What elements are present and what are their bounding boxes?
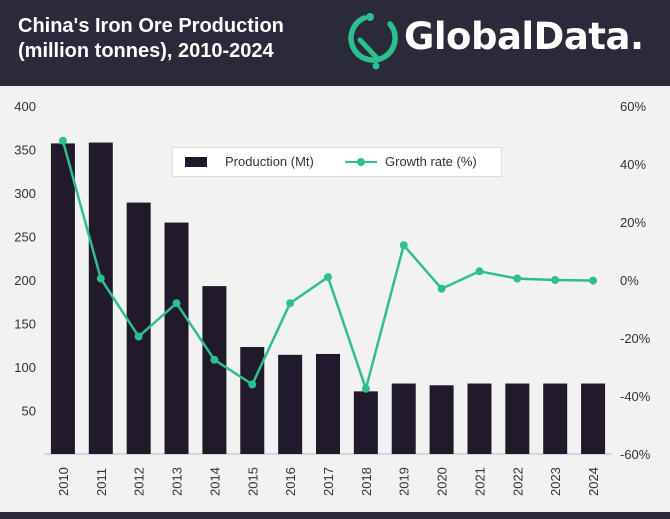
legend: Production (Mt) Growth rate (%) xyxy=(172,147,502,177)
x-tick-label: 2016 xyxy=(283,467,298,496)
production-bar xyxy=(278,354,303,454)
title-line-1: China's Iron Ore Production xyxy=(18,15,284,37)
x-tick-label: 2022 xyxy=(510,467,525,496)
brand-logo: GlobalData. xyxy=(346,8,658,74)
left-tick-label: 350 xyxy=(14,143,36,158)
chart-title: China's Iron Ore Production (million ton… xyxy=(18,14,284,64)
production-bar xyxy=(126,202,151,454)
right-tick-label: 40% xyxy=(620,157,646,172)
chart-svg: 50 100 150 200 250 300 350 400 -60% -40% -20% 0% 20… xyxy=(14,99,651,496)
production-bar xyxy=(164,222,189,454)
production-bar xyxy=(429,385,454,454)
x-tick-label: 2021 xyxy=(472,467,487,496)
growth-point xyxy=(324,273,332,282)
growth-point xyxy=(58,136,67,145)
growth-point xyxy=(134,332,143,341)
growth-point xyxy=(248,380,257,389)
header-bar: China's Iron Ore Production (million ton… xyxy=(0,0,670,86)
left-tick-label: 50 xyxy=(22,404,36,419)
line-series xyxy=(58,136,598,393)
left-tick-label: 200 xyxy=(14,273,36,288)
growth-point xyxy=(361,384,370,393)
left-tick-label: 150 xyxy=(14,317,36,332)
right-axis: -60% -40% -20% 0% 20% 40% 60% xyxy=(620,99,651,462)
production-bar xyxy=(505,383,530,454)
production-bar xyxy=(581,383,606,454)
x-axis: 2010 2011 2012 2013 2014 2015 2016 2017 2018 2019… xyxy=(56,467,601,496)
x-tick-label: 2017 xyxy=(321,467,336,496)
right-tick-label: 20% xyxy=(620,215,646,230)
production-bar xyxy=(353,391,378,454)
production-bar xyxy=(202,286,227,454)
growth-point xyxy=(513,274,522,283)
x-tick-label: 2011 xyxy=(94,468,109,496)
right-tick-label: -60% xyxy=(620,447,651,462)
x-tick-label: 2010 xyxy=(56,467,71,496)
x-tick-label: 2013 xyxy=(170,467,185,496)
production-bar xyxy=(467,383,492,454)
production-bar xyxy=(543,383,568,454)
left-tick-label: 400 xyxy=(14,99,36,114)
globaldata-logo-icon xyxy=(348,13,398,70)
growth-point xyxy=(551,276,560,284)
production-bar xyxy=(240,346,265,454)
legend-bar-swatch xyxy=(185,157,207,167)
x-tick-label: 2019 xyxy=(397,467,412,496)
production-bar xyxy=(391,383,416,454)
growth-point xyxy=(399,241,408,250)
right-tick-label: 0% xyxy=(620,273,639,288)
right-tick-label: 60% xyxy=(620,99,646,114)
right-tick-label: -40% xyxy=(620,389,651,404)
right-tick-label: -20% xyxy=(620,331,651,346)
title-line-2: (million tonnes), 2010-2024 xyxy=(18,40,274,62)
left-tick-label: 300 xyxy=(14,186,36,201)
left-axis: 50 100 150 200 250 300 350 400 xyxy=(14,99,36,419)
growth-point xyxy=(210,355,219,364)
x-tick-label: 2014 xyxy=(207,467,222,496)
growth-point xyxy=(286,299,295,308)
x-tick-label: 2024 xyxy=(586,467,601,496)
legend-line-marker xyxy=(357,158,365,166)
growth-point xyxy=(589,276,598,285)
x-tick-label: 2023 xyxy=(548,467,563,496)
x-tick-label: 2020 xyxy=(435,467,450,496)
bar-series xyxy=(50,142,606,454)
x-tick-label: 2018 xyxy=(359,467,374,496)
growth-point xyxy=(172,299,181,308)
production-bar xyxy=(50,143,75,454)
left-tick-label: 100 xyxy=(14,360,36,375)
production-bar xyxy=(316,353,340,454)
growth-point xyxy=(437,284,446,293)
x-tick-label: 2012 xyxy=(132,467,147,496)
growth-point xyxy=(96,274,105,283)
legend-line-label: Growth rate (%) xyxy=(385,154,477,169)
brand-name: GlobalData. xyxy=(404,15,644,58)
x-tick-label: 2015 xyxy=(245,467,260,496)
legend-bar-label: Production (Mt) xyxy=(225,154,314,169)
footer-bar xyxy=(0,512,670,519)
growth-point xyxy=(475,267,484,276)
left-tick-label: 250 xyxy=(14,230,36,245)
production-bar xyxy=(88,142,113,454)
